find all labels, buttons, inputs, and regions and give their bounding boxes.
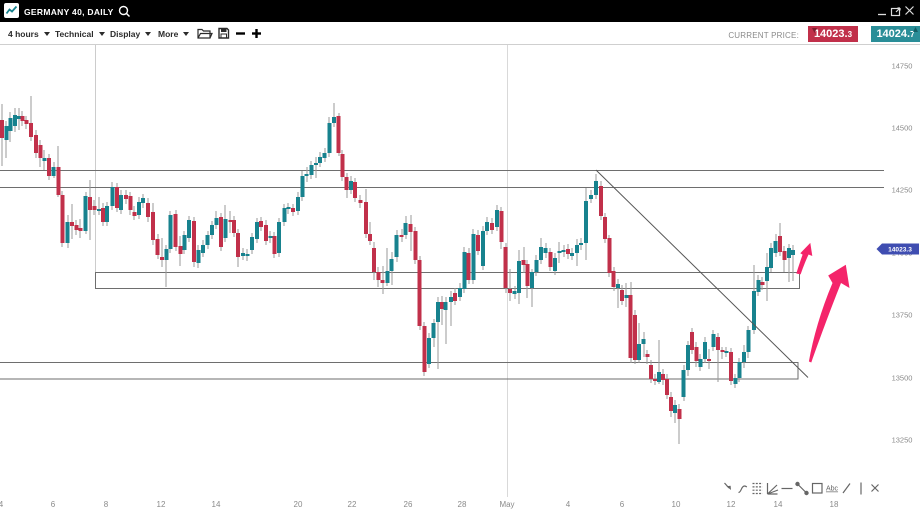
svg-text:13750: 13750 <box>892 311 913 320</box>
svg-text:20: 20 <box>294 500 303 509</box>
svg-text:22: 22 <box>348 500 357 509</box>
svg-text:6: 6 <box>51 500 56 509</box>
svg-text:12: 12 <box>727 500 736 509</box>
svg-text:May: May <box>499 500 514 509</box>
svg-text:14: 14 <box>774 500 783 509</box>
svg-text:10: 10 <box>672 500 681 509</box>
svg-text:Abc: Abc <box>826 486 839 493</box>
svg-text:18: 18 <box>830 500 839 509</box>
svg-text:13250: 13250 <box>892 436 913 445</box>
svg-text:28: 28 <box>458 500 467 509</box>
svg-text:12: 12 <box>157 500 166 509</box>
svg-text:8: 8 <box>104 500 109 509</box>
svg-text:4: 4 <box>566 500 571 509</box>
svg-text:14250: 14250 <box>892 186 913 195</box>
svg-text:14750: 14750 <box>892 62 913 71</box>
svg-text:14: 14 <box>212 500 221 509</box>
svg-text:13500: 13500 <box>892 374 913 383</box>
svg-text:14023.3: 14023.3 <box>888 247 912 254</box>
svg-text:14500: 14500 <box>892 124 913 133</box>
svg-text:26: 26 <box>404 500 413 509</box>
svg-text:4: 4 <box>0 500 4 509</box>
svg-text:6: 6 <box>620 500 625 509</box>
